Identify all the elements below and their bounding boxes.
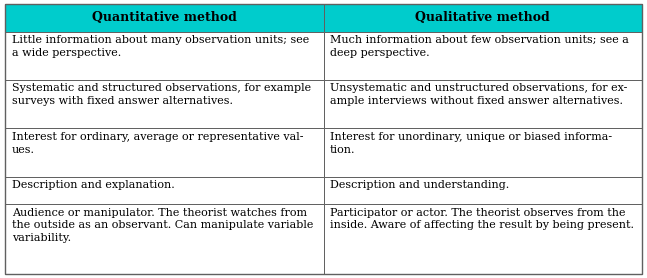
Text: Systematic and structured observations, for example
surveys with fixed answer al: Systematic and structured observations, … — [12, 83, 311, 106]
Text: Interest for unordinary, unique or biased informa-
tion.: Interest for unordinary, unique or biase… — [330, 132, 612, 155]
Bar — [324, 177, 642, 204]
Text: Audience or manipulator. The theorist watches from
the outside as an observant. : Audience or manipulator. The theorist wa… — [12, 208, 313, 243]
Bar — [5, 4, 324, 32]
Bar — [324, 32, 642, 80]
Bar — [324, 204, 642, 274]
Bar — [324, 128, 642, 177]
Bar — [5, 80, 324, 128]
Text: Participator or actor. The theorist observes from the
inside. Aware of affecting: Participator or actor. The theorist obse… — [330, 208, 634, 230]
Text: Much information about few observation units; see a
deep perspective.: Much information about few observation u… — [330, 35, 629, 58]
Text: Quantitative method: Quantitative method — [92, 11, 237, 24]
Text: Description and explanation.: Description and explanation. — [12, 180, 175, 190]
Text: Unsystematic and unstructured observations, for ex-
ample interviews without fix: Unsystematic and unstructured observatio… — [330, 83, 628, 106]
Bar — [324, 4, 642, 32]
Bar — [5, 204, 324, 274]
Bar — [324, 80, 642, 128]
Text: Interest for ordinary, average or representative val-
ues.: Interest for ordinary, average or repres… — [12, 132, 303, 155]
Bar — [5, 32, 324, 80]
Text: Little information about many observation units; see
a wide perspective.: Little information about many observatio… — [12, 35, 309, 58]
Bar — [5, 177, 324, 204]
Text: Description and understanding.: Description and understanding. — [330, 180, 509, 190]
Bar — [5, 128, 324, 177]
Text: Qualitative method: Qualitative method — [415, 11, 550, 24]
